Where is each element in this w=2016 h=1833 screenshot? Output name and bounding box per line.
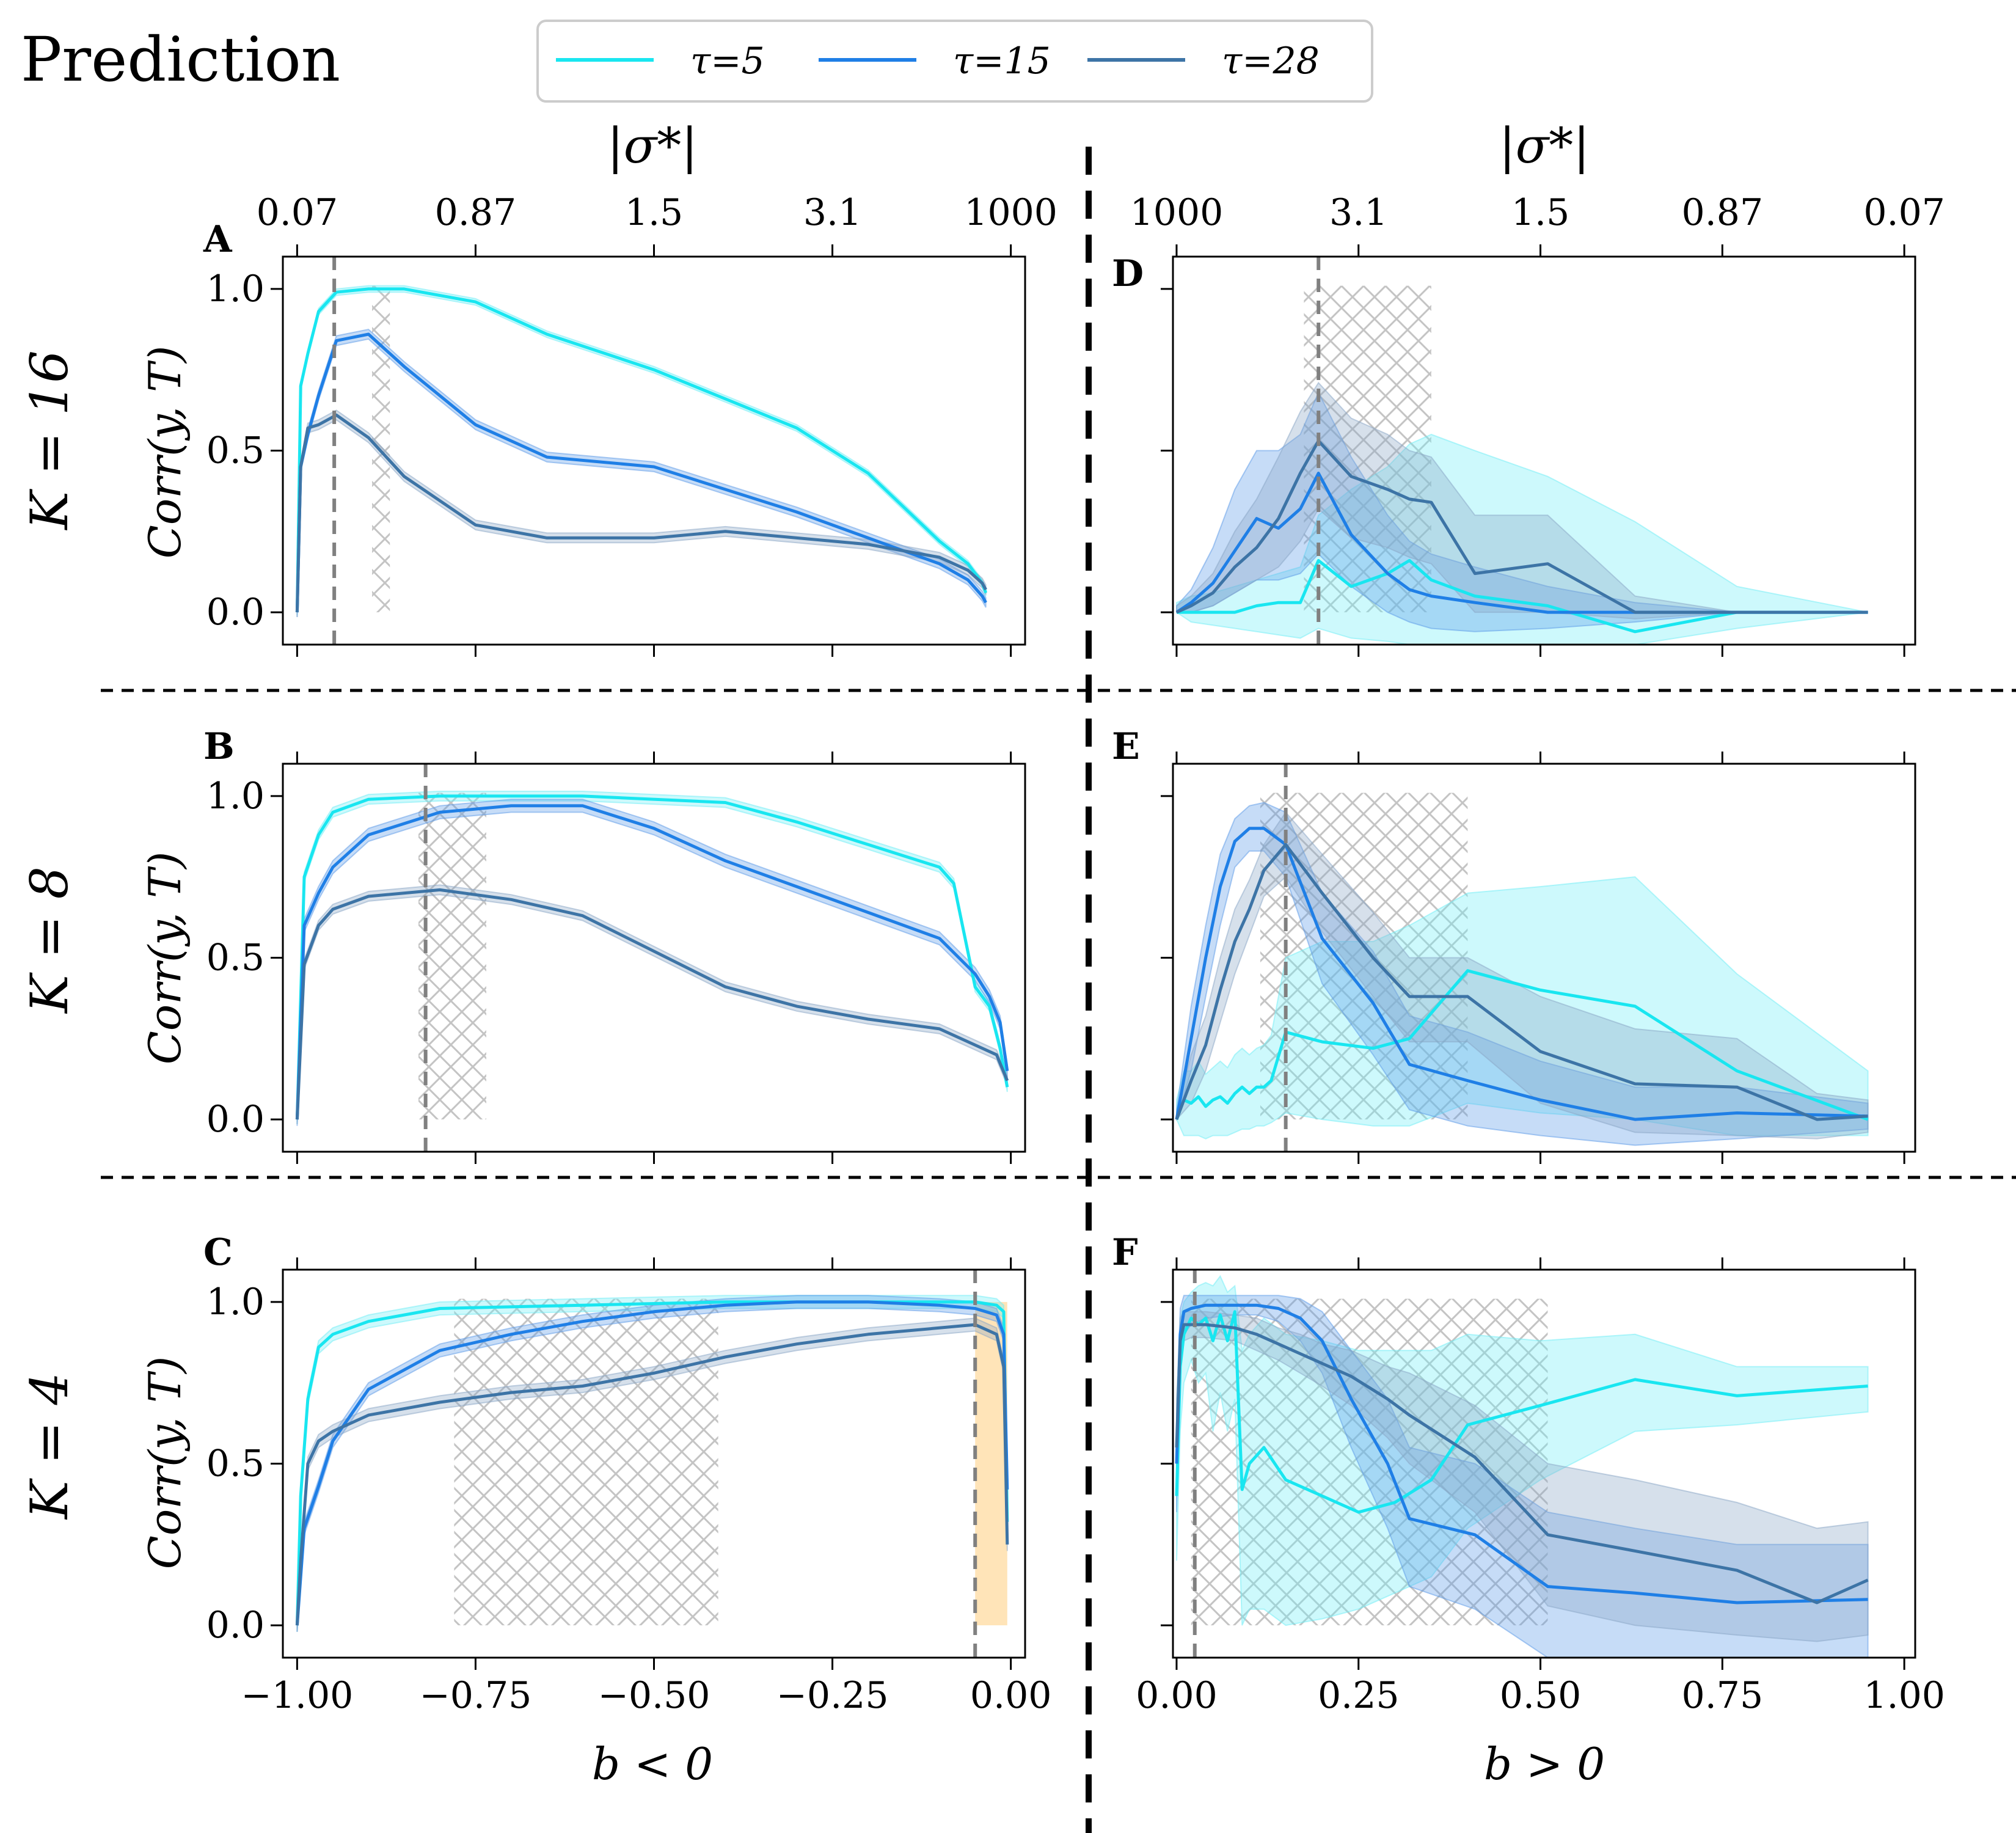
ytick-label: 0.0 [206, 591, 265, 634]
ytick-label: 0.0 [206, 1604, 265, 1647]
xtick-label: 0.75 [1682, 1674, 1764, 1717]
plot-area [295, 285, 988, 618]
legend: τ=5 τ=15 τ=28 [536, 20, 1373, 103]
top-tick-label: 0.07 [1863, 191, 1945, 234]
band-tau5 [1176, 876, 1869, 1140]
ylabel-row2: Corr(y, T) [139, 852, 191, 1064]
figure-title: Prediction [21, 24, 340, 95]
band-tau15 [296, 329, 987, 618]
top-tick-label: 0.87 [1682, 191, 1764, 234]
legend-box [536, 20, 1373, 103]
series-line-tau5 [295, 287, 988, 613]
xtick-label: 0.00 [1136, 1674, 1218, 1717]
band-tau28 [296, 409, 987, 618]
panels: 0.00.51.00.07 0.87 1.5 3.1 1000A0.00.51.0B0.… [203, 191, 1945, 1717]
series-line-tau28 [1175, 439, 1868, 614]
orange-region [975, 1301, 1007, 1626]
band-tau5 [296, 791, 1008, 1125]
panel-c: 0.0 0.5 1.0 −1.00 −0.75 −0.50 −0.25 0.00 C [203, 1231, 1051, 1717]
band-tau5 [296, 285, 987, 616]
ytick-label: 0.5 [206, 1443, 265, 1485]
band-tau5 [1176, 433, 1868, 645]
xtick-label: 0.25 [1318, 1674, 1400, 1717]
row-label-k16: K = 16 [20, 350, 79, 530]
panel-d: 1000 3.1 1.5 0.87 0.07 D [1112, 191, 1945, 657]
panel-a: 0.0 0.5 1.0 0.07 0.87 1.5 3.1 1000 A [203, 191, 1057, 657]
series-line-tau28 [1175, 843, 1868, 1121]
series-line-tau5 [1177, 558, 1868, 634]
hatch-region [418, 792, 486, 1120]
ylabel-row3: Corr(y, T) [139, 1356, 191, 1569]
panel-label: D [1112, 252, 1144, 295]
top-tick-label: 3.1 [803, 191, 861, 234]
plot-area [295, 791, 1009, 1126]
top-axis-label-right: |σ*| [1499, 117, 1590, 174]
hatch-region [454, 1298, 718, 1626]
band-tau28 [1176, 811, 1869, 1140]
series-line-tau28 [295, 888, 1009, 1120]
legend-label-tau5: τ=5 [690, 40, 765, 82]
row-label-k4: K = 4 [20, 1372, 79, 1520]
series-line-tau28 [1175, 1323, 1869, 1604]
panel-label: F [1112, 1231, 1138, 1274]
axes-frame [282, 255, 1026, 646]
plot-area [295, 1295, 1009, 1632]
series-line-tau15 [295, 1300, 1009, 1626]
series-line-tau28 [295, 413, 987, 613]
series-line-tau15 [1175, 1303, 1868, 1604]
ytick-label: 0.5 [206, 430, 265, 472]
plot-area [1175, 1275, 1869, 1658]
xtick-label: 0.50 [1500, 1674, 1582, 1717]
legend-label-tau28: τ=28 [1222, 40, 1320, 82]
ylabel-row1: Corr(y, T) [139, 346, 191, 558]
plot-area [1175, 792, 1869, 1146]
panel-label: E [1112, 725, 1140, 768]
ytick-label: 0.5 [206, 937, 265, 979]
series-line-tau28 [295, 1323, 1009, 1626]
series-line-tau5 [295, 1300, 1009, 1626]
top-tick-label: 1000 [1130, 191, 1224, 234]
series-line-tau15 [1175, 827, 1868, 1121]
series-line-tau5 [1175, 969, 1869, 1121]
band-tau15 [296, 799, 1008, 1126]
xlabel-right: b > 0 [1484, 1738, 1605, 1790]
band-tau5 [1176, 1275, 1869, 1626]
top-axis-label-left: |σ*| [607, 117, 698, 174]
hatch-region [1260, 792, 1468, 1120]
panel-f: 0.00 0.25 0.50 0.75 1.00 F [1112, 1231, 1945, 1717]
top-tick-label: 0.87 [435, 191, 517, 234]
top-tick-label: 3.1 [1329, 191, 1387, 234]
top-tick-label: 1.5 [1511, 191, 1569, 234]
series-line-tau15 [295, 332, 987, 613]
ytick-label: 1.0 [206, 775, 265, 818]
ytick-label: 1.0 [206, 268, 265, 310]
xtick-label: 1.00 [1863, 1674, 1945, 1717]
xtick-label: −0.25 [776, 1674, 889, 1717]
series-line-tau15 [1175, 472, 1868, 614]
ytick-label: 1.0 [206, 1281, 265, 1323]
panel-label: A [203, 218, 233, 261]
xtick-label: 0.00 [970, 1674, 1052, 1717]
row-label-k8: K = 8 [20, 866, 79, 1014]
xlabel-left: b < 0 [592, 1738, 713, 1790]
panel-label: B [203, 725, 235, 768]
plot-area [1175, 285, 1868, 645]
xtick-label: −0.75 [419, 1674, 531, 1717]
legend-label-tau15: τ=15 [953, 40, 1051, 82]
series-line-tau15 [295, 804, 1009, 1120]
panel-e: E [1112, 725, 1916, 1164]
panel-b: 0.0 0.5 1.0 B [203, 725, 1026, 1164]
top-tick-label: 1000 [964, 191, 1057, 234]
xtick-label: −1.00 [241, 1674, 353, 1717]
ytick-label: 0.0 [206, 1098, 265, 1141]
top-tick-label: 0.07 [257, 191, 338, 234]
xtick-label: −0.50 [598, 1674, 710, 1717]
panel-label: C [203, 1231, 233, 1274]
series-line-tau5 [295, 794, 1009, 1120]
top-tick-label: 1.5 [625, 191, 683, 234]
